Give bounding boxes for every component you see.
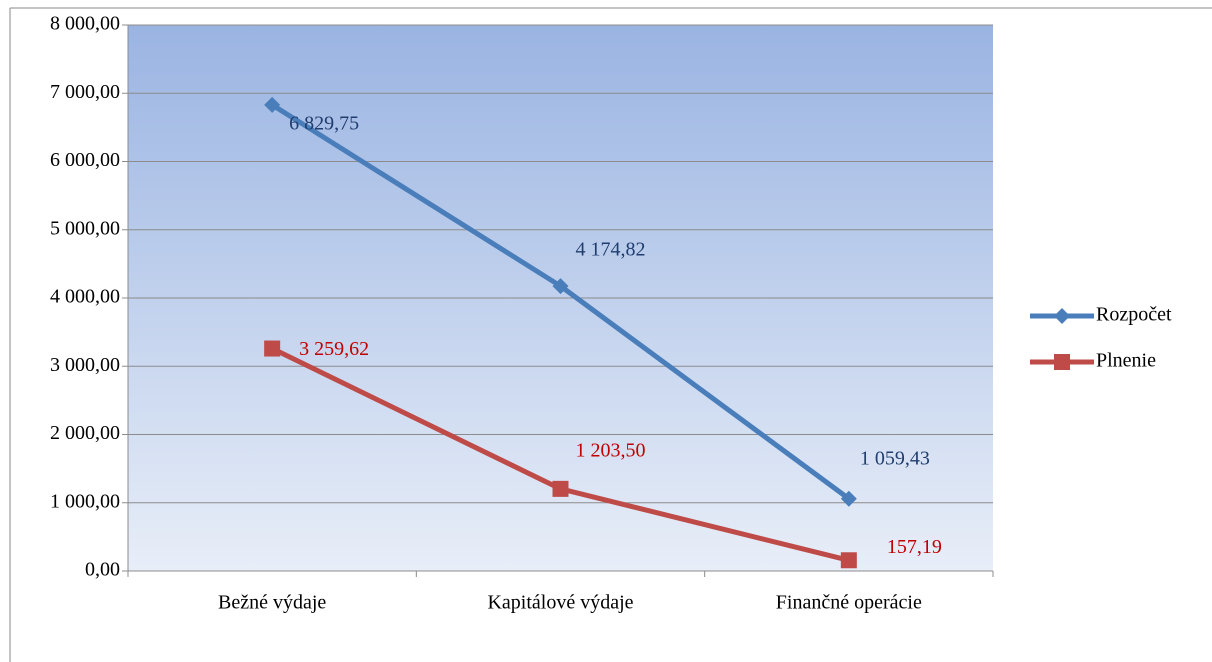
- marker: [840, 552, 857, 569]
- marker: [1054, 308, 1070, 324]
- y-tick-label: 0,00: [85, 559, 120, 581]
- marker: [552, 480, 569, 497]
- marker: [1054, 354, 1070, 370]
- x-tick-label: Finančné operácie: [776, 592, 922, 614]
- y-tick-label: 6 000,00: [50, 149, 120, 171]
- data-label: 6 829,75: [289, 112, 359, 134]
- marker: [552, 278, 569, 295]
- y-tick-label: 7 000,00: [50, 81, 120, 103]
- y-tick-label: 3 000,00: [50, 354, 120, 376]
- x-tick-label: Kapitálové výdaje: [487, 592, 633, 614]
- y-tick-label: 4 000,00: [50, 286, 120, 308]
- data-label: 1 203,50: [576, 439, 646, 461]
- marker: [264, 340, 281, 357]
- data-label: 4 174,82: [576, 239, 646, 261]
- y-tick-label: 2 000,00: [50, 422, 120, 444]
- data-label: 3 259,62: [299, 338, 369, 360]
- legend-label: Rozpočet: [1096, 304, 1172, 326]
- x-tick-label: Bežné výdaje: [218, 592, 326, 614]
- marker: [264, 96, 281, 113]
- y-tick-label: 5 000,00: [50, 217, 120, 239]
- data-label: 1 059,43: [860, 447, 930, 469]
- y-tick-label: 8 000,00: [50, 13, 120, 35]
- y-tick-label: 1 000,00: [50, 490, 120, 512]
- legend-label: Plnenie: [1096, 350, 1156, 372]
- data-label: 157,19: [887, 536, 942, 558]
- marker: [840, 490, 857, 507]
